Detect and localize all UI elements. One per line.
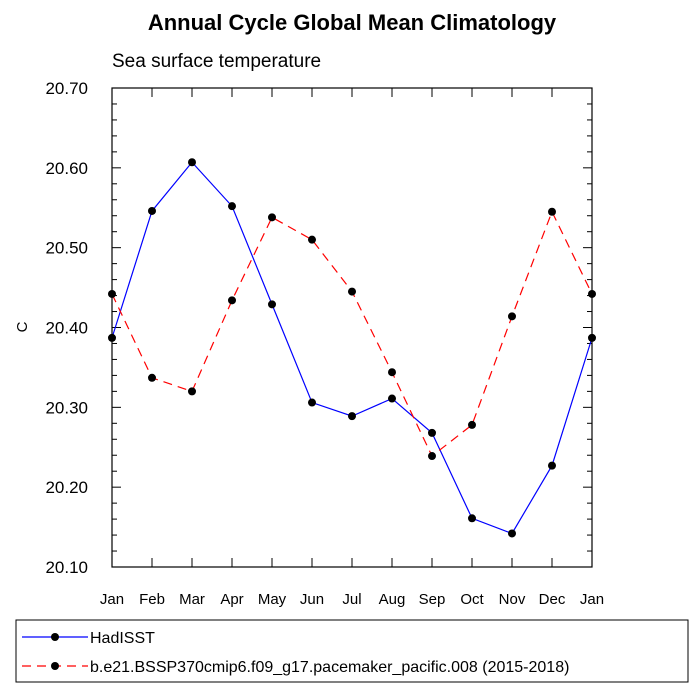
- y-tick-label: 20.40: [45, 319, 88, 338]
- series-2-point: [388, 368, 396, 377]
- x-tick-label: Mar: [179, 591, 205, 608]
- chart-subtitle: Sea surface temperature: [112, 51, 321, 72]
- x-tick-label: Dec: [539, 591, 566, 608]
- series-2-point: [508, 312, 516, 321]
- y-tick-label: 20.50: [45, 239, 88, 258]
- series-2-point: [108, 289, 116, 298]
- legend-entry-2: b.e21.BSSP370cmip6.f09_g17.pacemaker_pac…: [90, 659, 569, 676]
- series-1-point: [228, 202, 236, 211]
- series-1-point: [548, 461, 556, 470]
- legend-entry-1: HadISST: [90, 630, 155, 647]
- legend-swatch-marker-1: [51, 633, 59, 641]
- series-1-point: [388, 394, 396, 403]
- series-2-point: [348, 287, 356, 296]
- x-tick-label: Jan: [100, 591, 124, 608]
- y-tick-label: 20.20: [45, 478, 88, 497]
- series-2-point: [588, 289, 596, 298]
- y-tick-label: 20.70: [45, 79, 88, 98]
- series-1-point: [308, 398, 316, 407]
- series-1-point: [108, 333, 116, 342]
- y-tick-label: 20.10: [45, 558, 88, 577]
- series-1-point: [348, 412, 356, 421]
- x-tick-label: Oct: [460, 591, 484, 608]
- y-tick-label: 20.60: [45, 159, 88, 178]
- series-2-point: [308, 235, 316, 244]
- plot-area: 20.10 20.20 20.30 20.40 20.50 20.60 20.70 Jan Fe…: [45, 79, 604, 608]
- series-2-point: [548, 207, 556, 216]
- plot-frame: [111, 87, 593, 568]
- x-tick-label: Aug: [379, 591, 406, 608]
- y-tick-label: 20.30: [45, 398, 88, 417]
- x-tick-label: Feb: [139, 591, 165, 608]
- chart-title: Annual Cycle Global Mean Climatology: [148, 10, 557, 35]
- series-1-point: [188, 158, 196, 167]
- x-tick-label: Sep: [419, 591, 446, 608]
- legend-swatch-marker-2: [51, 662, 59, 670]
- y-axis-label: C: [14, 321, 31, 332]
- x-tick-label: May: [258, 591, 287, 608]
- series-2-point: [188, 387, 196, 396]
- series-1-point: [428, 428, 436, 437]
- series-2-point: [428, 452, 436, 461]
- series-2-point: [228, 296, 236, 305]
- series-line-1: [111, 161, 593, 535]
- legend: HadISST b.e21.BSSP370cmip6.f09_g17.pacema…: [15, 619, 689, 683]
- series-1-point: [148, 206, 156, 215]
- series-1-point: [588, 333, 596, 342]
- series-2-point: [148, 373, 156, 382]
- series-1-point: [268, 300, 276, 309]
- x-tick-label: Jul: [342, 591, 361, 608]
- series-1-point: [468, 514, 476, 523]
- x-tick-label: Nov: [499, 591, 526, 608]
- legend-box: [15, 619, 689, 683]
- series-2-point: [468, 420, 476, 429]
- x-tick-label: Apr: [220, 591, 243, 608]
- x-tick-label: Jun: [300, 591, 324, 608]
- series-2-point: [268, 213, 276, 222]
- series-1-point: [508, 529, 516, 538]
- x-tick-label: Jan: [580, 591, 604, 608]
